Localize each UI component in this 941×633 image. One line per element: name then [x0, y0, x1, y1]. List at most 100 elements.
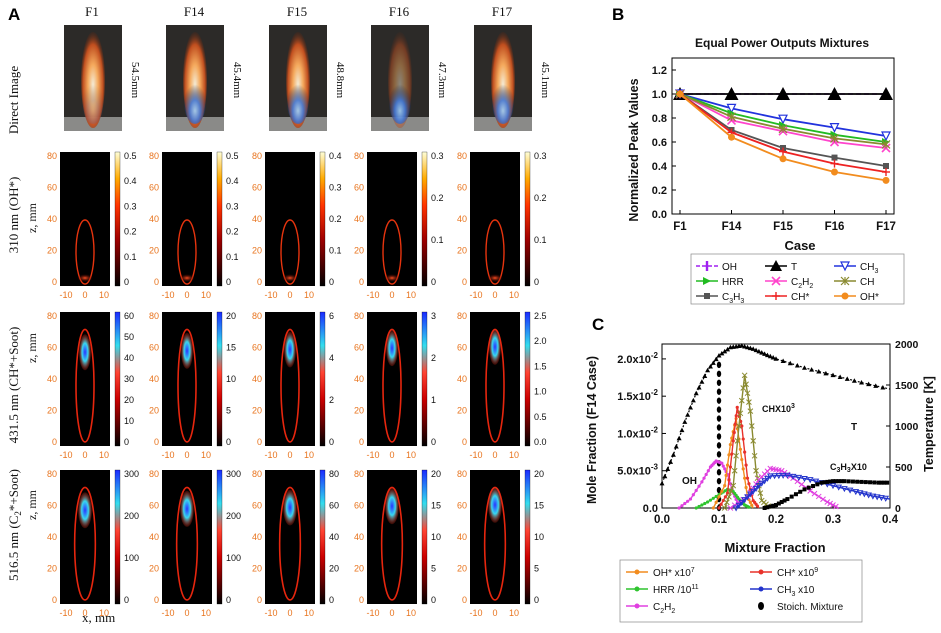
marker: [806, 477, 814, 484]
colorbar-tick: 6: [329, 311, 334, 321]
x-tick: 0: [82, 608, 87, 618]
marker: [828, 479, 833, 484]
colorbar-tick: 0: [329, 437, 334, 447]
series-line: [661, 345, 891, 484]
marker: [702, 476, 706, 480]
marker: [697, 504, 701, 509]
z-tick: 40: [252, 214, 262, 224]
x-tick: -10: [469, 290, 482, 300]
marker: [688, 497, 693, 501]
colorbar-tick: 0: [124, 595, 129, 605]
colorbar-tick: 10: [226, 374, 236, 384]
direct-image: [269, 25, 327, 131]
marker: [756, 348, 762, 354]
legend-label: C2H2: [653, 602, 675, 615]
marker: [691, 493, 695, 497]
marker: [727, 505, 734, 511]
stoich-marker: [716, 451, 722, 458]
z-tick: 80: [252, 469, 262, 479]
marker: [717, 495, 721, 499]
marker: [882, 176, 890, 184]
colorbar-tick: 0: [534, 277, 539, 287]
marker: [668, 459, 674, 464]
marker: [745, 344, 750, 350]
marker: [787, 360, 793, 366]
legend-entry: CH3: [834, 261, 878, 275]
x-tick-label: 0.2: [768, 514, 784, 526]
colorbar-tick: 5: [534, 564, 539, 574]
x-tick: -10: [161, 290, 174, 300]
legend-entry-ch3: CH3 x10: [750, 585, 815, 598]
marker: [832, 503, 839, 510]
chart-c-y2label: Temperature [K]: [922, 376, 936, 472]
marker: [724, 87, 739, 100]
colorbar: [216, 469, 223, 605]
marker: [771, 276, 781, 286]
marker: [844, 376, 850, 381]
z-tick: 80: [47, 469, 57, 479]
contour-background: [367, 152, 417, 286]
z-tick: 80: [252, 151, 262, 161]
colorbar: [524, 151, 531, 287]
colorbar-tick: 100: [226, 553, 241, 563]
soot-outline: [280, 328, 300, 443]
x-tick-label: 0.3: [825, 514, 841, 526]
chart-b-legend-box: [690, 253, 905, 305]
marker: [725, 463, 730, 467]
z-tick: 40: [252, 532, 262, 542]
marker: [823, 370, 829, 376]
marker: [779, 155, 787, 163]
y2-tick-label: 0: [895, 503, 901, 515]
marker: [863, 480, 868, 485]
soot-core: [284, 331, 296, 368]
colorbar-tick: 0.2: [124, 227, 137, 237]
marker: [726, 103, 737, 114]
z-tick: 0: [462, 437, 467, 447]
z-tick: 80: [354, 151, 364, 161]
marker: [728, 488, 734, 495]
legend-label: HRR /1011: [653, 584, 699, 596]
x-tick: 0: [389, 450, 394, 460]
z-tick: 0: [52, 595, 57, 605]
colorbar: [319, 469, 326, 605]
z-tick: 80: [457, 151, 467, 161]
colorbar-tick: 0.1: [534, 235, 547, 245]
marker: [746, 399, 752, 405]
series-t: [673, 87, 893, 100]
marker: [807, 488, 814, 494]
marker: [882, 495, 890, 502]
x-tick: -10: [366, 290, 379, 300]
marker: [764, 475, 771, 482]
colorbar-tick: 0.5: [124, 151, 137, 161]
marker: [732, 430, 736, 435]
colorbar-tick: 0.1: [124, 252, 137, 262]
oh-hot-spot: [77, 274, 93, 282]
legend-label: OH: [722, 262, 737, 273]
legend-label: OH*: [860, 292, 879, 303]
x-tick: 10: [406, 608, 416, 618]
colorbar-tick: 15: [534, 501, 544, 511]
marker: [710, 360, 716, 365]
colorbar-tick: 200: [124, 511, 139, 521]
column-title: F15: [287, 4, 307, 19]
marker: [778, 467, 785, 474]
marker: [751, 452, 758, 459]
y-tick-label: 1.0x10-2: [617, 425, 658, 440]
colorbar-tick: 40: [329, 532, 339, 542]
marker: [714, 494, 718, 499]
colorbar-tick: 0.3: [124, 201, 137, 211]
marker: [883, 163, 889, 169]
marker: [866, 381, 872, 387]
marker: [725, 491, 730, 495]
x-tick: 0: [492, 290, 497, 300]
colorbar-tick: 0: [329, 277, 334, 287]
marker: [721, 498, 725, 503]
marker: [819, 480, 824, 485]
marker: [859, 479, 864, 484]
contour-background: [60, 152, 110, 286]
